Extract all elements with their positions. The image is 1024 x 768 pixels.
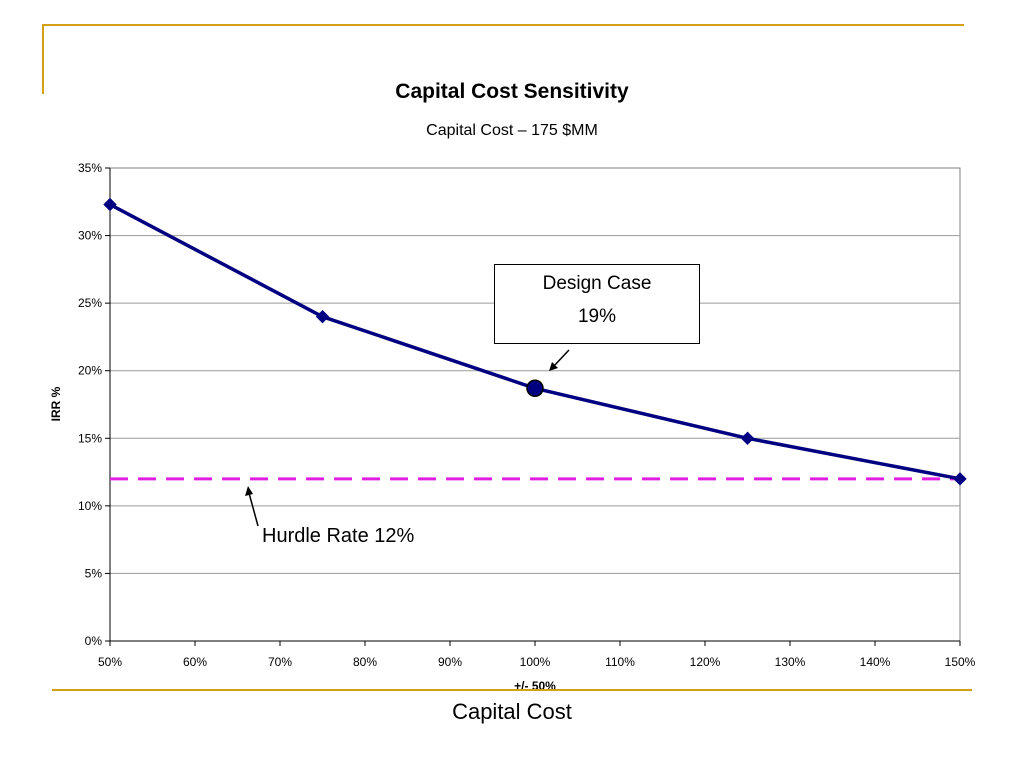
series-marker [315,309,330,324]
x-axis-ticks: 50% 60% 70% 80% 90% 100% 110% 120% 130% 140% 150% [98,168,976,669]
x-tick-label: 50% [98,655,122,669]
y-tick-label: 0% [85,634,103,648]
y-axis-label: IRR % [49,386,63,421]
design-case-arrow [552,349,570,368]
y-tick-label: 15% [78,431,102,445]
y-tick-label: 20% [78,364,102,378]
chart-title: Capital Cost Sensitivity [395,80,629,103]
y-tick-label: 35% [78,161,102,175]
series-marker [953,472,967,486]
x-tick-label: 100% [520,655,551,669]
plot-area [109,167,961,642]
x-tick-label: 150% [945,655,976,669]
x-tick-label: 80% [353,655,377,669]
top-accent-rule [42,24,964,26]
chart-subtitle: Capital Cost – 175 $MM [426,122,598,139]
x-tick-label: 60% [183,655,207,669]
x-tick-label: 120% [690,655,721,669]
hurdle-rate-arrow [248,492,259,527]
bottom-accent-rule [52,689,972,691]
series-marker [103,197,117,212]
x-tick-label: 110% [605,655,635,669]
design-case-point [526,379,544,398]
left-accent-rule [42,24,44,94]
y-tick-label: 30% [78,229,102,243]
y-axis-ticks: 0% 5% 10% 15% 20% 25% 30% 35% [78,161,110,648]
hurdle-rate-arrow-head [245,486,253,496]
x-tick-label: 140% [860,655,891,669]
design-case-callout: Design Case 19% [494,264,700,344]
hurdle-rate-label: Hurdle Rate 12% [262,525,415,547]
y-tick-label: 10% [78,499,102,513]
design-case-title: Design Case [542,273,652,294]
slide-caption: Capital Cost [452,699,572,724]
x-tick-label: 130% [775,655,806,669]
y-tick-label: 25% [78,296,102,310]
x-tick-label: 90% [438,655,462,669]
x-tick-label: 70% [268,655,292,669]
y-tick-label: 5% [85,566,103,580]
design-case-arrow-head [549,362,558,371]
design-case-value: 19% [577,306,617,327]
series-marker [740,431,755,445]
